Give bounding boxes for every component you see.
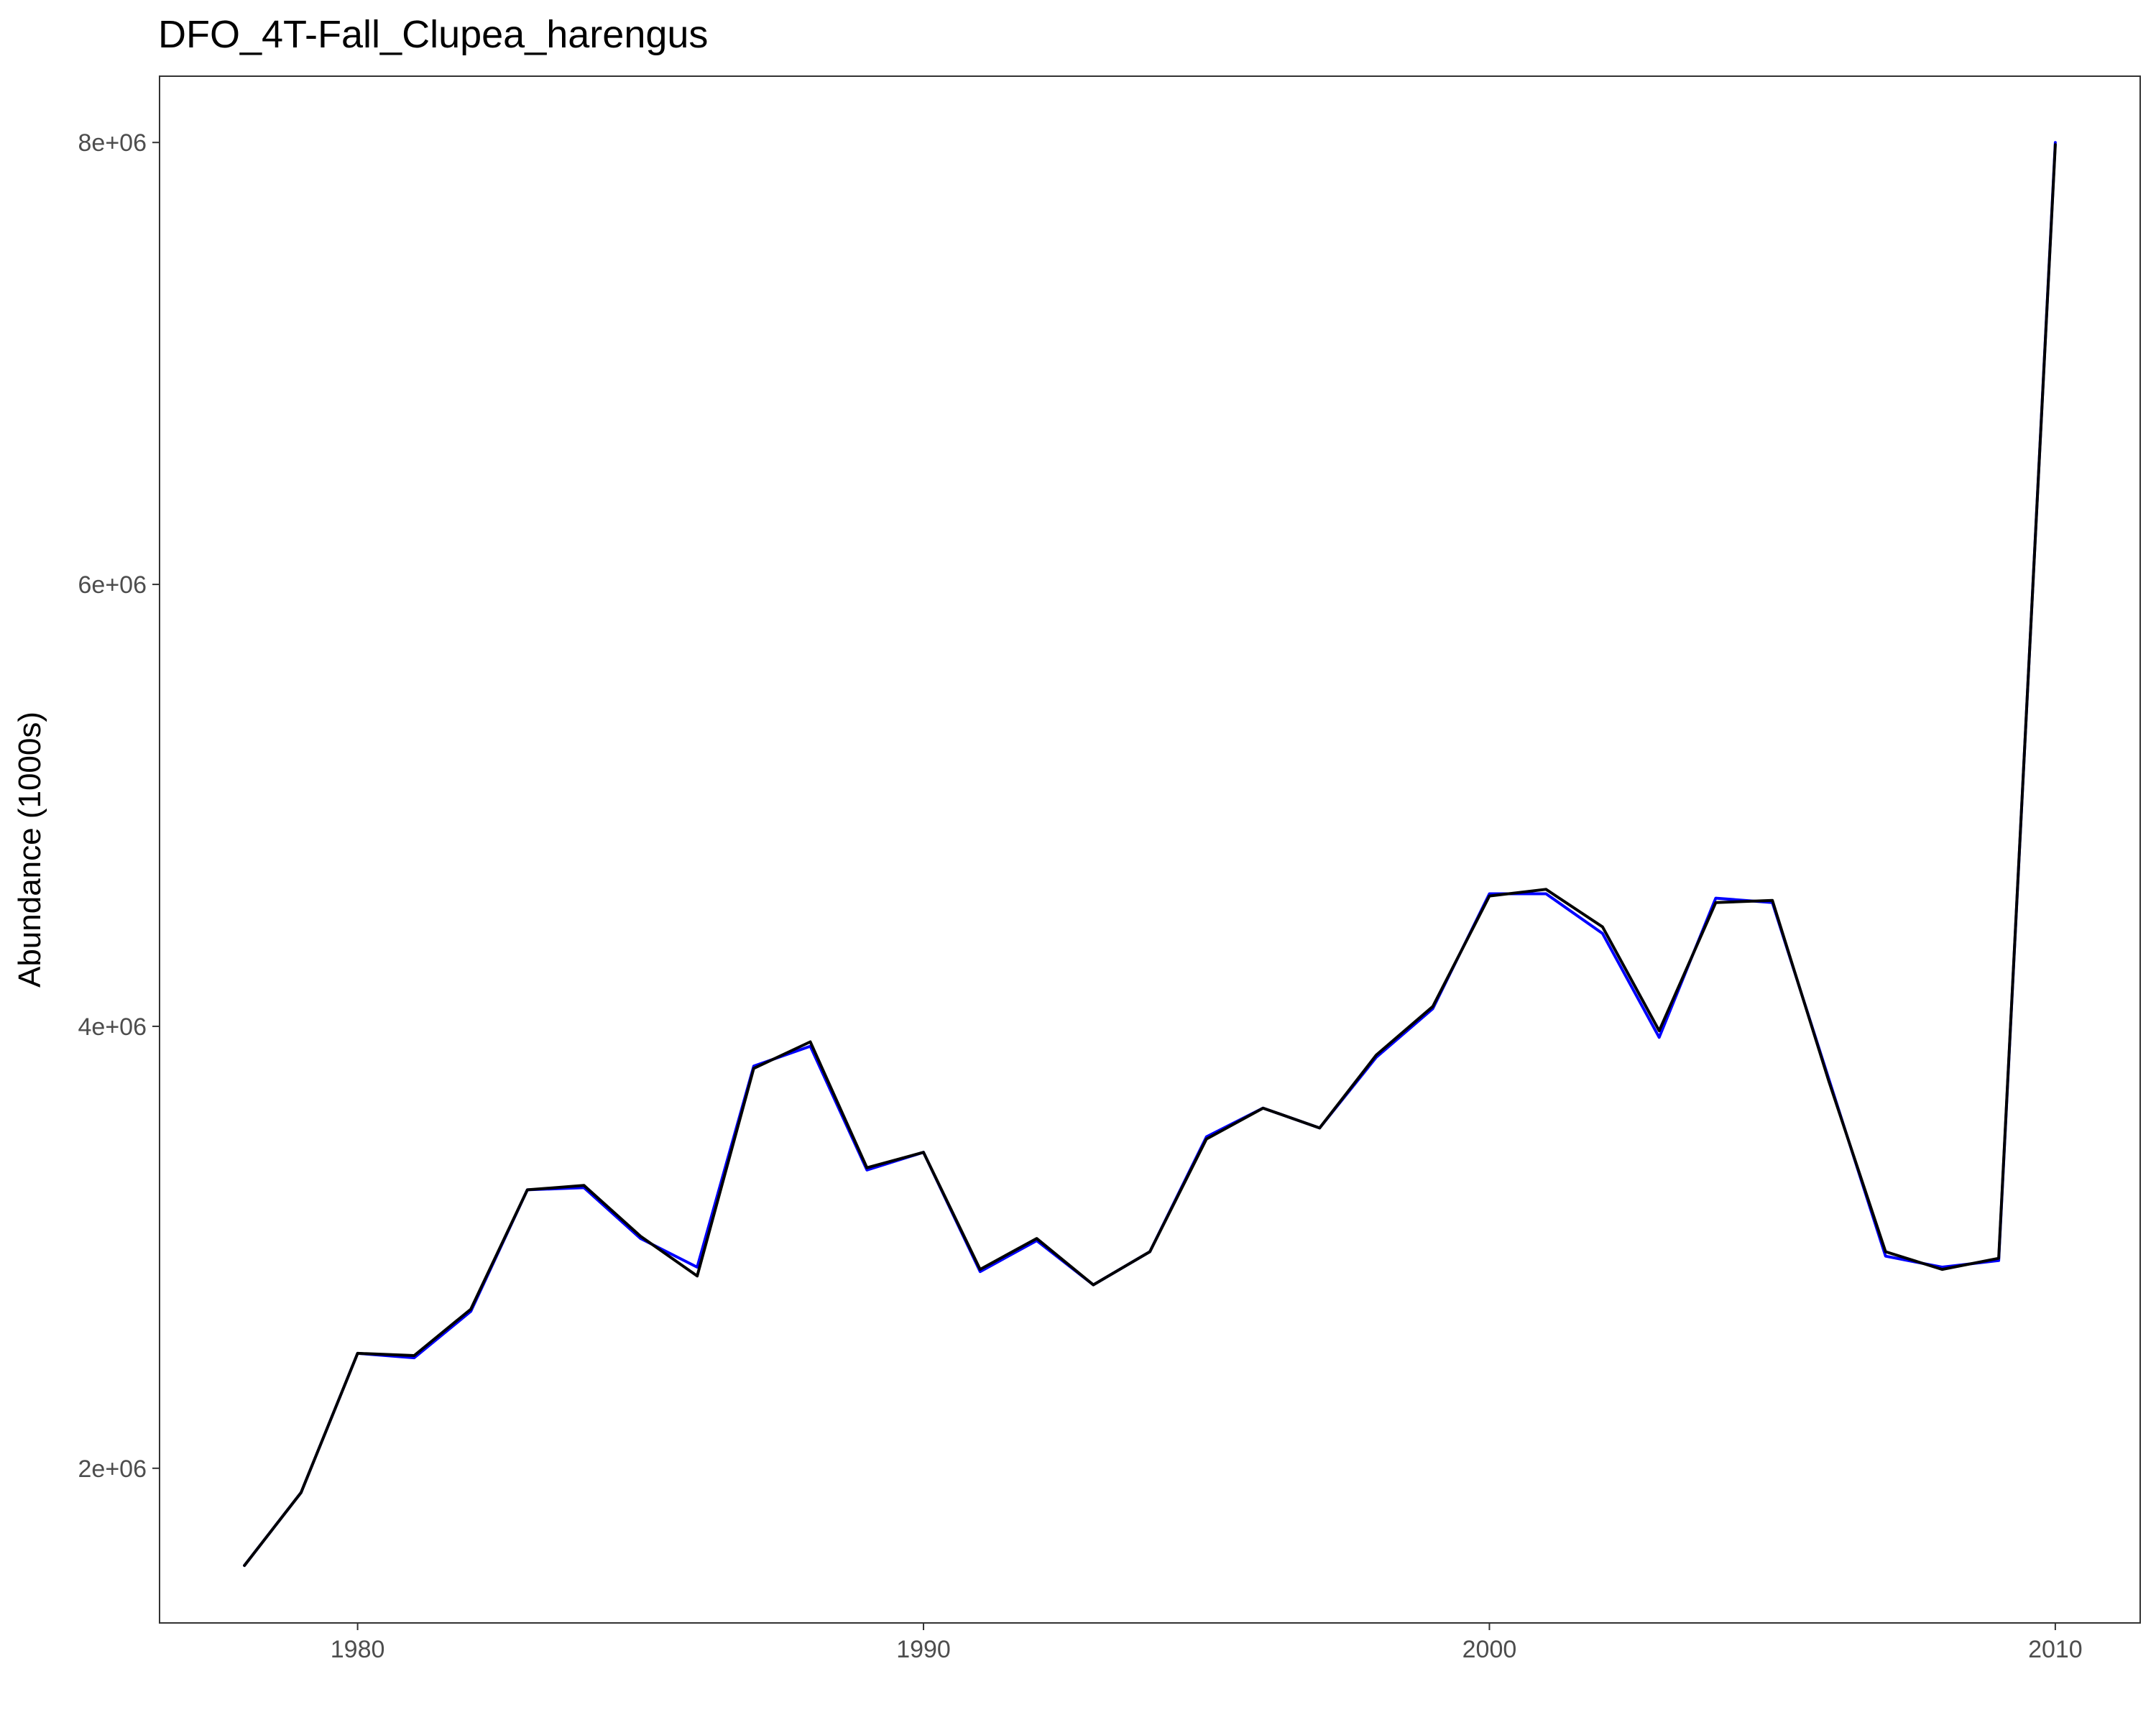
plot-area: 1980 1990 2000 2010 2e+06 4e+06 6e+06 8e+06 <box>78 129 2083 1663</box>
y-tick-label: 8e+06 <box>78 129 147 157</box>
x-tick-label: 2010 <box>2028 1636 2083 1663</box>
y-tick-label: 2e+06 <box>78 1455 147 1483</box>
series-line-2 <box>243 143 2057 1568</box>
y-axis-label: Abundance (1000s) <box>12 712 47 988</box>
panel-border <box>159 75 2141 1624</box>
chart-title: DFO_4T-Fall_Clupea_harengus <box>158 13 708 56</box>
y-tick-label: 4e+06 <box>78 1013 147 1041</box>
x-tick-label: 1990 <box>896 1636 951 1663</box>
x-tick-label: 2000 <box>1462 1636 1517 1663</box>
x-tick-label: 1980 <box>331 1636 385 1663</box>
y-tick-label: 6e+06 <box>78 571 147 599</box>
